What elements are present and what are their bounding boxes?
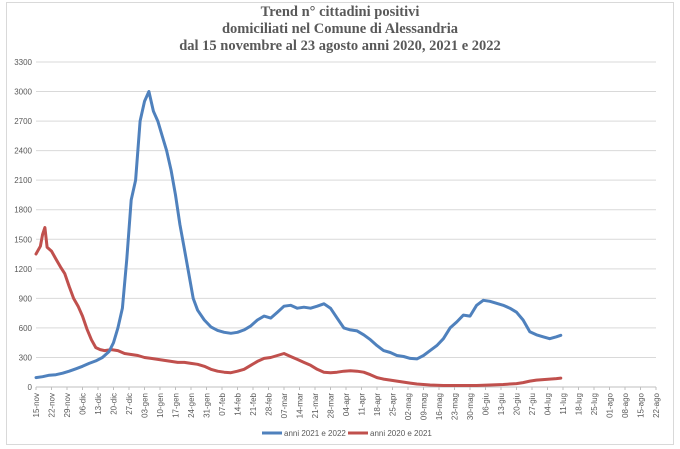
legend-label-series-1: anni 2021 e 2022 bbox=[284, 429, 346, 438]
x-tick-label: 31-gen bbox=[203, 393, 212, 418]
x-tick-label: 20-giu bbox=[513, 393, 522, 415]
x-tick-label: 13-giu bbox=[497, 393, 506, 415]
x-tick-label: 23-mag bbox=[451, 393, 460, 420]
x-tick-label: 24-gen bbox=[187, 393, 196, 418]
x-tick-label: 09-mag bbox=[420, 393, 429, 420]
y-tick-label: 3000 bbox=[14, 88, 32, 97]
x-tick-label: 20-dic bbox=[110, 393, 119, 415]
x-tick-label: 04-apr bbox=[342, 393, 351, 416]
legend-label-series-2: anni 2020 e 2021 bbox=[370, 429, 432, 438]
y-tick-label: 0 bbox=[28, 383, 33, 392]
x-tick-label: 06-giu bbox=[482, 393, 491, 415]
x-tick-label: 27-dic bbox=[125, 393, 134, 415]
chart-title: Trend n° cittadini positivi domiciliati … bbox=[0, 4, 680, 55]
chart-title-line-1: Trend n° cittadini positivi bbox=[260, 4, 420, 20]
x-tick-label: 22-ago bbox=[652, 392, 661, 417]
y-tick-label: 2400 bbox=[14, 147, 32, 156]
x-tick-label: 15-ago bbox=[637, 392, 646, 417]
x-axis-ticks: 15-nov 22-nov 29-nov 06-dic 13-dic 20-dic 27-d… bbox=[32, 386, 661, 420]
y-tick-label: 600 bbox=[19, 324, 33, 333]
y-tick-label: 2100 bbox=[14, 176, 32, 185]
series-line-2 bbox=[34, 226, 563, 387]
x-tick-label: 11-apr bbox=[358, 393, 367, 416]
y-tick-label: 900 bbox=[19, 294, 33, 303]
y-tick-label: 1200 bbox=[14, 265, 32, 274]
x-tick-label: 13-dic bbox=[94, 393, 103, 415]
x-tick-label: 21-mar bbox=[311, 393, 320, 419]
x-tick-label: 30-mag bbox=[466, 393, 475, 420]
y-tick-label: 300 bbox=[19, 353, 33, 362]
x-tick-label: 25-lug bbox=[590, 393, 599, 415]
x-tick-label: 06-dic bbox=[79, 393, 88, 415]
series-lines bbox=[34, 90, 563, 387]
x-tick-label: 28-mar bbox=[327, 393, 336, 419]
x-tick-label: 18-lug bbox=[575, 393, 584, 415]
x-tick-label: 07-feb bbox=[218, 392, 227, 415]
x-tick-label: 18-apr bbox=[373, 393, 382, 416]
y-tick-label: 1500 bbox=[14, 235, 32, 244]
x-tick-label: 14-feb bbox=[234, 392, 243, 415]
x-tick-label: 10-gen bbox=[156, 393, 165, 418]
x-tick-label: 17-gen bbox=[172, 393, 181, 418]
x-tick-label: 01-ago bbox=[606, 392, 615, 417]
series-line-1 bbox=[34, 90, 563, 380]
chart-title-line-2: domiciliati nel Comune di Alessandria bbox=[221, 21, 459, 37]
x-tick-label: 21-feb bbox=[249, 392, 258, 415]
legend: anni 2021 e 2022 anni 2020 e 2021 bbox=[262, 429, 432, 438]
x-tick-label: 15-nov bbox=[32, 393, 41, 417]
y-tick-label: 1800 bbox=[14, 206, 32, 215]
x-tick-label: 16-mag bbox=[435, 393, 444, 420]
x-tick-label: 07-mar bbox=[280, 393, 289, 419]
x-tick-label: 04-lug bbox=[544, 393, 553, 415]
x-tick-label: 27-giu bbox=[528, 393, 537, 415]
x-tick-label: 03-gen bbox=[141, 393, 150, 418]
y-axis-ticks: 0 300 600 900 1200 1500 1800 2100 2400 2700 3000 33… bbox=[14, 58, 32, 392]
y-tick-label: 3300 bbox=[14, 58, 32, 67]
x-tick-label: 11-lug bbox=[559, 393, 568, 415]
chart-title-line-3: dal 15 novembre al 23 agosto anni 2020, … bbox=[179, 38, 501, 54]
x-tick-label: 25-apr bbox=[389, 393, 398, 416]
x-tick-label: 28-feb bbox=[265, 392, 274, 415]
x-tick-label: 22-nov bbox=[48, 393, 57, 417]
y-tick-label: 2700 bbox=[14, 117, 32, 126]
x-tick-label: 08-ago bbox=[621, 392, 630, 417]
x-tick-label: 29-nov bbox=[63, 393, 72, 417]
x-tick-label: 14-mar bbox=[296, 393, 305, 419]
x-tick-label: 02-mag bbox=[404, 393, 413, 420]
